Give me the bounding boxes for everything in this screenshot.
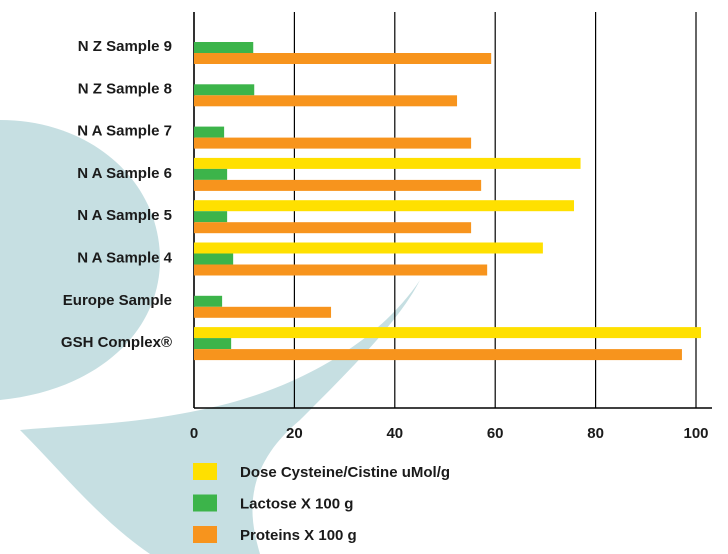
legend: Dose Cysteine/Cistine uMol/g Lactose X 10… — [193, 463, 450, 544]
x-tick-label: 0 — [190, 425, 198, 442]
legend-swatch — [193, 463, 217, 480]
bar — [194, 349, 682, 361]
bar — [194, 42, 254, 53]
x-tick-label: 40 — [386, 425, 403, 442]
bar — [194, 200, 575, 212]
bar — [194, 211, 228, 223]
legend-swatch — [193, 494, 217, 512]
legend-label: Proteins X 100 g — [240, 527, 357, 544]
y-tick-label: N A Sample 6 — [77, 165, 172, 182]
y-tick-label: Europe Sample — [63, 292, 172, 309]
plot-area: 0 20 40 60 80 100 N Z Sample 9 N Z Sample 8 N A … — [61, 12, 712, 442]
bar — [194, 338, 232, 350]
x-tick-label: 100 — [683, 425, 708, 442]
bar — [194, 295, 223, 307]
x-tick-label: 20 — [286, 425, 303, 442]
legend-label: Lactose X 100 g — [240, 495, 353, 512]
bar — [194, 306, 332, 318]
y-tick-label: GSH Complex® — [61, 334, 172, 351]
y-tick-label: N A Sample 5 — [77, 207, 172, 224]
bar — [194, 179, 482, 191]
bar — [194, 84, 255, 96]
legend-label: Dose Cysteine/Cistine uMol/g — [240, 464, 450, 481]
background-decoration — [0, 120, 420, 554]
y-tick-label: N Z Sample 9 — [78, 38, 172, 55]
x-tick-label: 80 — [587, 425, 604, 442]
legend-swatch — [193, 526, 217, 543]
x-tick-label: 60 — [487, 425, 504, 442]
y-tick-label: N A Sample 4 — [77, 249, 172, 266]
bar — [194, 137, 472, 149]
bar — [194, 126, 225, 138]
bar — [194, 242, 543, 254]
bar — [194, 157, 581, 169]
bar — [194, 168, 228, 180]
y-tick-label: N A Sample 7 — [77, 123, 172, 140]
bar — [194, 95, 458, 107]
bar — [194, 327, 702, 339]
bar — [194, 222, 472, 234]
y-tick-label: N Z Sample 8 — [78, 80, 172, 97]
bar — [194, 264, 488, 276]
bar — [194, 253, 234, 265]
bar — [194, 53, 492, 64]
